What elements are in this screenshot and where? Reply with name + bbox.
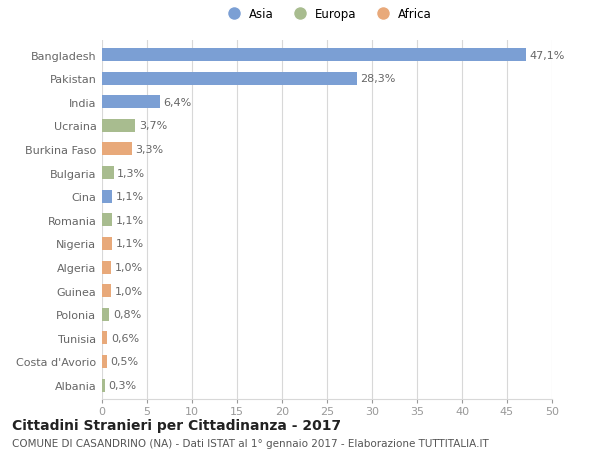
- Text: 1,3%: 1,3%: [118, 168, 145, 178]
- Text: 0,8%: 0,8%: [113, 309, 141, 319]
- Text: 28,3%: 28,3%: [360, 74, 395, 84]
- Text: 1,1%: 1,1%: [116, 215, 143, 225]
- Text: 3,3%: 3,3%: [136, 145, 163, 155]
- Bar: [102, 214, 112, 227]
- Bar: [102, 355, 107, 368]
- Text: 1,1%: 1,1%: [116, 239, 143, 249]
- Bar: [102, 331, 107, 345]
- Bar: [102, 143, 132, 156]
- Text: 47,1%: 47,1%: [530, 50, 565, 61]
- Text: 1,0%: 1,0%: [115, 263, 143, 273]
- Text: Cittadini Stranieri per Cittadinanza - 2017: Cittadini Stranieri per Cittadinanza - 2…: [12, 418, 341, 431]
- Text: 1,1%: 1,1%: [116, 192, 143, 202]
- Bar: [102, 49, 526, 62]
- Text: 0,3%: 0,3%: [109, 380, 136, 390]
- Bar: [102, 308, 109, 321]
- Bar: [102, 379, 105, 392]
- Bar: [102, 237, 112, 250]
- Text: 0,6%: 0,6%: [111, 333, 139, 343]
- Text: 0,5%: 0,5%: [110, 357, 138, 367]
- Legend: Asia, Europa, Africa: Asia, Europa, Africa: [222, 8, 432, 21]
- Bar: [102, 190, 112, 203]
- Bar: [102, 120, 136, 133]
- Bar: [102, 96, 160, 109]
- Bar: [102, 285, 111, 297]
- Text: 3,7%: 3,7%: [139, 121, 167, 131]
- Text: 6,4%: 6,4%: [163, 98, 191, 107]
- Bar: [102, 73, 357, 85]
- Bar: [102, 167, 114, 179]
- Text: COMUNE DI CASANDRINO (NA) - Dati ISTAT al 1° gennaio 2017 - Elaborazione TUTTITA: COMUNE DI CASANDRINO (NA) - Dati ISTAT a…: [12, 438, 489, 448]
- Text: 1,0%: 1,0%: [115, 286, 143, 296]
- Bar: [102, 261, 111, 274]
